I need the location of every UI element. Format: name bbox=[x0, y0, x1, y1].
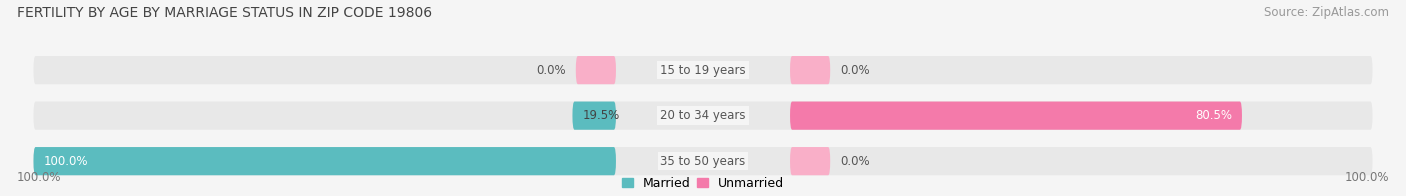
Text: Source: ZipAtlas.com: Source: ZipAtlas.com bbox=[1264, 6, 1389, 19]
FancyBboxPatch shape bbox=[34, 147, 1372, 175]
Text: 20 to 34 years: 20 to 34 years bbox=[661, 109, 745, 122]
Text: 100.0%: 100.0% bbox=[44, 155, 89, 168]
FancyBboxPatch shape bbox=[34, 147, 616, 175]
Text: FERTILITY BY AGE BY MARRIAGE STATUS IN ZIP CODE 19806: FERTILITY BY AGE BY MARRIAGE STATUS IN Z… bbox=[17, 6, 432, 20]
Text: 0.0%: 0.0% bbox=[536, 64, 565, 77]
FancyBboxPatch shape bbox=[790, 56, 830, 84]
FancyBboxPatch shape bbox=[790, 147, 830, 175]
Text: 100.0%: 100.0% bbox=[1344, 171, 1389, 184]
FancyBboxPatch shape bbox=[34, 56, 1372, 84]
Text: 80.5%: 80.5% bbox=[1195, 109, 1232, 122]
FancyBboxPatch shape bbox=[34, 102, 1372, 130]
Text: 0.0%: 0.0% bbox=[841, 155, 870, 168]
Text: 35 to 50 years: 35 to 50 years bbox=[661, 155, 745, 168]
Text: 100.0%: 100.0% bbox=[17, 171, 62, 184]
FancyBboxPatch shape bbox=[576, 56, 616, 84]
Text: 0.0%: 0.0% bbox=[841, 64, 870, 77]
FancyBboxPatch shape bbox=[790, 102, 1241, 130]
FancyBboxPatch shape bbox=[572, 102, 616, 130]
Text: 15 to 19 years: 15 to 19 years bbox=[661, 64, 745, 77]
Legend: Married, Unmarried: Married, Unmarried bbox=[621, 177, 785, 190]
Text: 19.5%: 19.5% bbox=[582, 109, 620, 122]
